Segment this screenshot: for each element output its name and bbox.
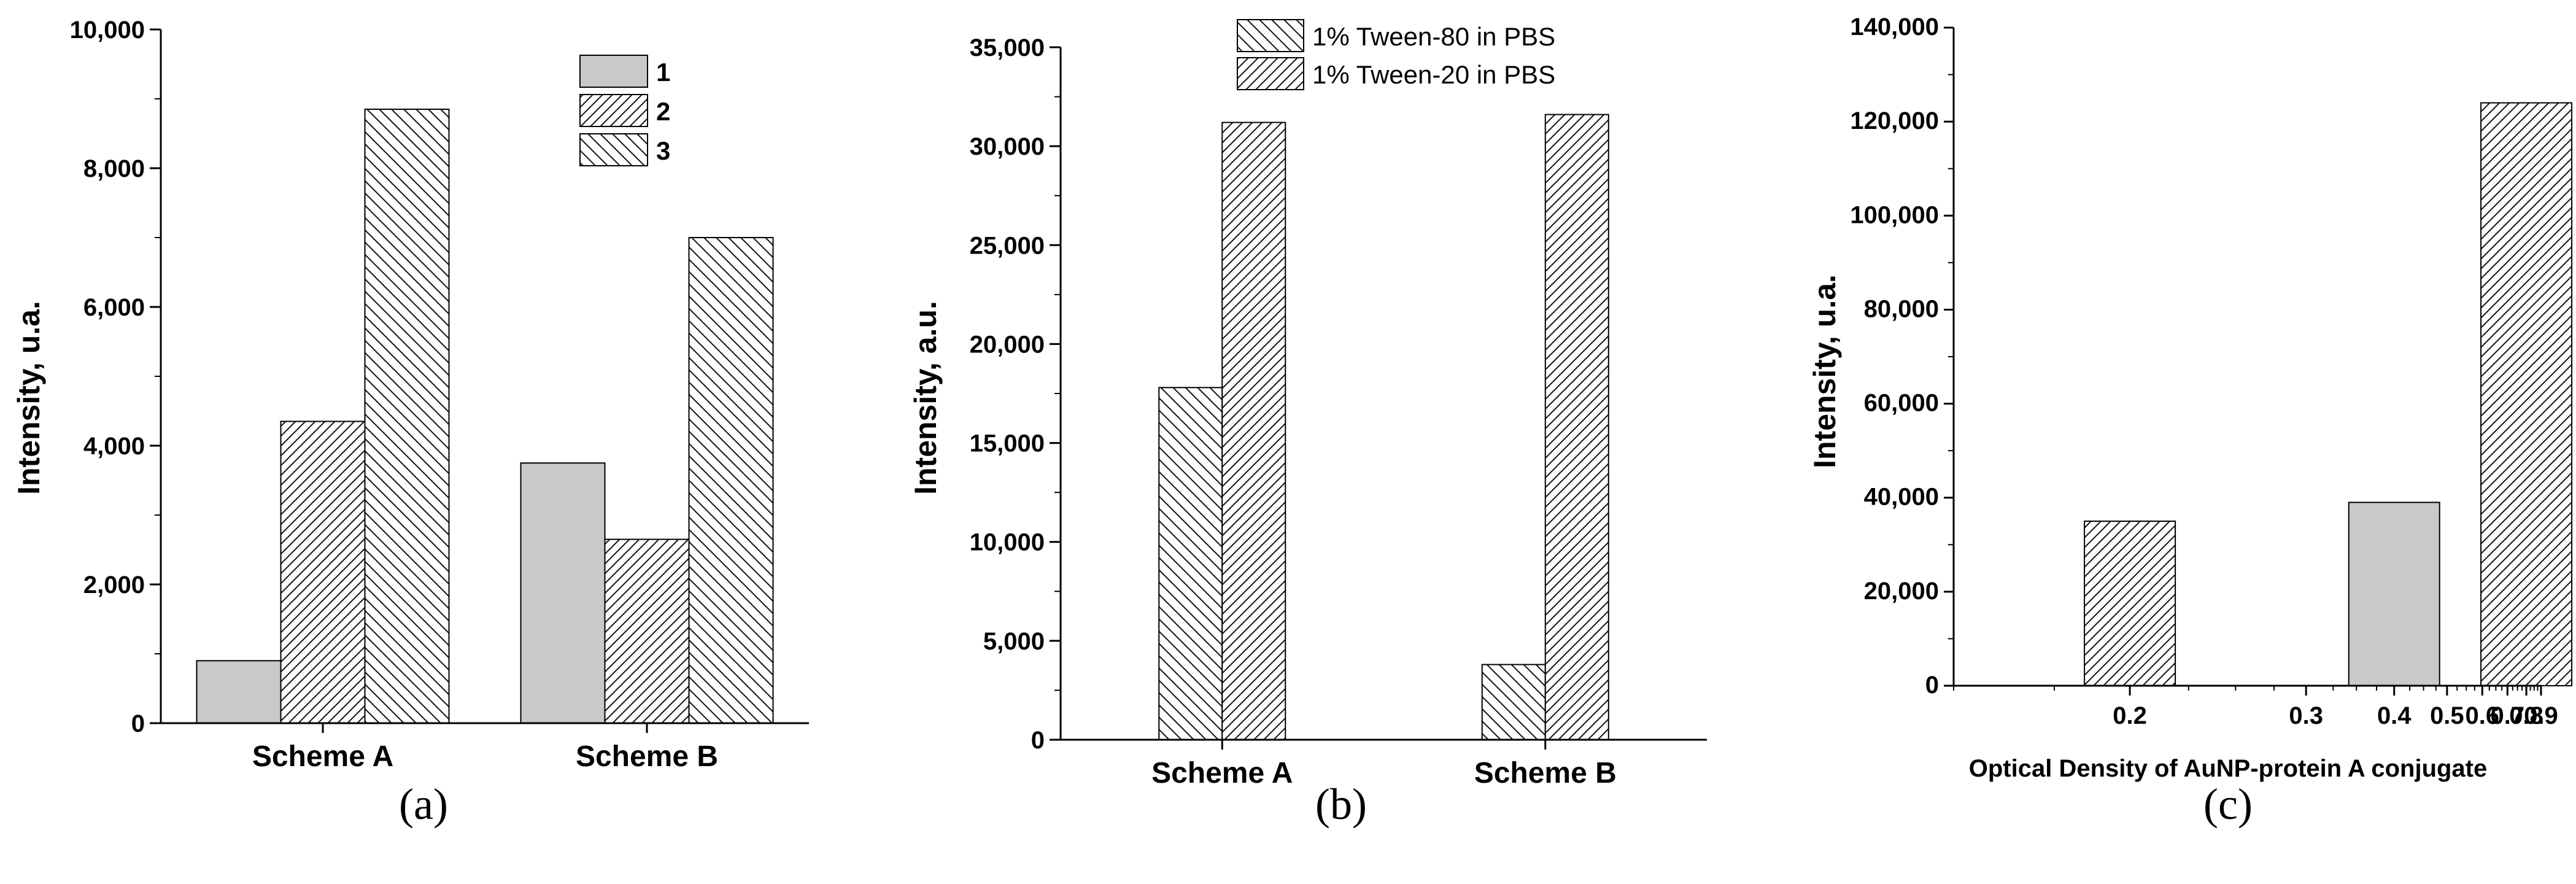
bar-a-2-series-1 (520, 462, 606, 724)
chart-panel-c: 0 20,000 40,000 60,000 80,000 100,000 120,000 1… (1808, 14, 2573, 829)
axes-b: Scheme A Scheme B 0 5,000 10,000 15,000 20,000… (970, 34, 1707, 789)
y-tick-label-b-2: 5,000 (983, 628, 1045, 655)
bar-a-1-series-3 (364, 108, 450, 724)
legend-swatch-a-3 (579, 133, 648, 166)
legend-swatch-a-2 (579, 94, 648, 127)
x-tick-label-c-6: 0.7 (2491, 702, 2525, 729)
legend-swatch-b-1 (1237, 19, 1304, 52)
bar-b-2-series-1 (1481, 664, 1546, 740)
bar-c-1 (2084, 521, 2176, 686)
bar-a-2-series-3 (688, 237, 774, 724)
legend-label-b-2: 1% Tween-20 in PBS (1312, 60, 1555, 89)
legend-label-b-1: 1% Tween-80 in PBS (1312, 22, 1555, 51)
chart-panel-a: Scheme A Scheme B 0 2,000 4,000 6,000 8,000 10,… (12, 17, 809, 829)
legend-a: 1 2 3 (579, 55, 670, 166)
panel-label-a: (a) (399, 780, 448, 829)
y-tick-label-c-6: 100,000 (1850, 201, 1939, 228)
x-tick-label-c-4: 0.5 (2430, 702, 2464, 729)
bar-c-3 (2480, 102, 2573, 686)
y-tick-label-b-6: 25,000 (970, 232, 1045, 259)
x-tick-label-b-1: Scheme A (1151, 757, 1293, 789)
legend-label-a-1: 1 (656, 58, 670, 87)
y-tick-label-c-8: 140,000 (1850, 14, 1939, 41)
legend-b: 1% Tween-80 in PBS 1% Tween-20 in PBS (1237, 19, 1555, 90)
axes-a: Scheme A Scheme B 0 2,000 4,000 6,000 8,000 10,… (70, 17, 809, 773)
y-tick-label-c-1: 0 (1925, 672, 1939, 699)
y-tick-label-c-5: 80,000 (1864, 295, 1939, 322)
y-tick-label-a-5: 8,000 (83, 155, 145, 182)
legend-swatch-b-2 (1237, 57, 1304, 90)
y-tick-label-c-2: 20,000 (1864, 578, 1939, 605)
bar-b-1-series-2 (1221, 122, 1286, 740)
legend-label-a-2: 2 (656, 97, 670, 126)
y-tick-label-b-5: 20,000 (970, 331, 1045, 358)
y-axis-title-c: Intensity, u.a. (1808, 274, 1842, 468)
x-axis-title-c: Optical Density of AuNP-protein A conjug… (1969, 755, 2488, 782)
x-tick-label-c-1: 0.2 (2113, 702, 2147, 729)
x-tick-label-c-7: 0.8 (2509, 702, 2543, 729)
bar-a-1-series-1 (196, 660, 282, 724)
x-tick-label-a-1: Scheme A (252, 740, 393, 773)
y-tick-label-c-7: 120,000 (1850, 107, 1939, 134)
chart-panel-b: Scheme A Scheme B 0 5,000 10,000 15,000 20,000… (908, 19, 1707, 829)
y-tick-label-b-8: 35,000 (970, 34, 1045, 61)
y-tick-label-a-3: 4,000 (83, 433, 145, 460)
bar-a-1-series-2 (280, 421, 366, 724)
bars-c (2084, 102, 2573, 686)
y-tick-label-b-4: 15,000 (970, 430, 1045, 457)
panel-label-b: (b) (1315, 780, 1367, 829)
x-tick-label-b-2: Scheme B (1474, 757, 1617, 789)
y-tick-label-a-2: 2,000 (83, 572, 145, 599)
bar-b-2-series-2 (1544, 114, 1609, 740)
axes-c: 0 20,000 40,000 60,000 80,000 100,000 120,000 1… (1850, 14, 2558, 729)
y-tick-label-b-7: 30,000 (970, 133, 1045, 160)
y-tick-label-a-1: 0 (131, 710, 145, 737)
x-tick-label-c-5: 0.6 (2465, 702, 2499, 729)
bar-b-1-series-1 (1158, 387, 1223, 740)
y-tick-label-b-1: 0 (1031, 727, 1045, 754)
bar-a-2-series-2 (604, 538, 690, 724)
x-tick-label-c-8: 0.9 (2524, 702, 2558, 729)
x-tick-label-a-2: Scheme B (576, 740, 718, 773)
x-tick-label-c-2: 0.3 (2289, 702, 2323, 729)
legend-label-a-3: 3 (656, 136, 670, 165)
bars-a (196, 108, 774, 724)
panel-label-c: (c) (2203, 780, 2253, 829)
y-tick-label-a-6: 10,000 (70, 17, 145, 44)
bars-b (1158, 114, 1609, 740)
y-tick-label-a-4: 6,000 (83, 294, 145, 321)
y-axis-title-b: Intensity, a.u. (908, 301, 943, 495)
legend-swatch-a-1 (579, 55, 648, 88)
y-tick-label-c-3: 40,000 (1864, 484, 1939, 511)
y-tick-label-b-3: 10,000 (970, 529, 1045, 556)
y-tick-label-c-4: 60,000 (1864, 390, 1939, 417)
x-tick-label-c-3: 0.4 (2377, 702, 2412, 729)
y-axis-title-a: Intensity, u.a. (12, 301, 46, 495)
bar-c-2 (2348, 502, 2440, 686)
